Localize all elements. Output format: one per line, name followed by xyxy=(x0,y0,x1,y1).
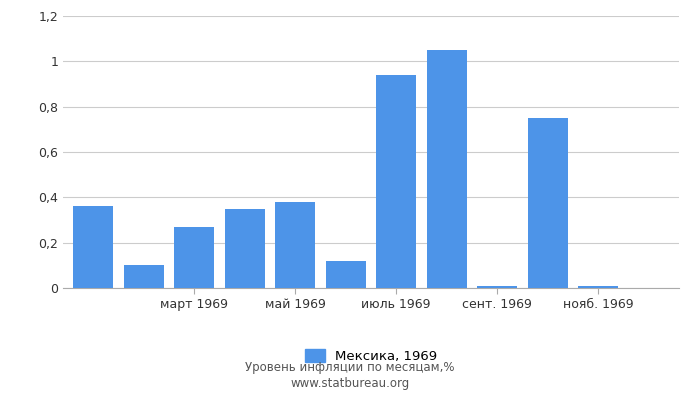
Bar xyxy=(477,286,517,288)
Bar xyxy=(578,286,618,288)
Bar xyxy=(528,118,568,288)
Bar xyxy=(73,206,113,288)
Bar xyxy=(174,227,214,288)
Bar xyxy=(275,202,316,288)
Text: Уровень инфляции по месяцам,%: Уровень инфляции по месяцам,% xyxy=(245,362,455,374)
Bar xyxy=(225,209,265,288)
Bar xyxy=(376,75,416,288)
Bar xyxy=(426,50,467,288)
Bar xyxy=(124,265,164,288)
Legend: Мексика, 1969: Мексика, 1969 xyxy=(300,344,442,368)
Text: www.statbureau.org: www.statbureau.org xyxy=(290,378,410,390)
Bar xyxy=(326,261,366,288)
